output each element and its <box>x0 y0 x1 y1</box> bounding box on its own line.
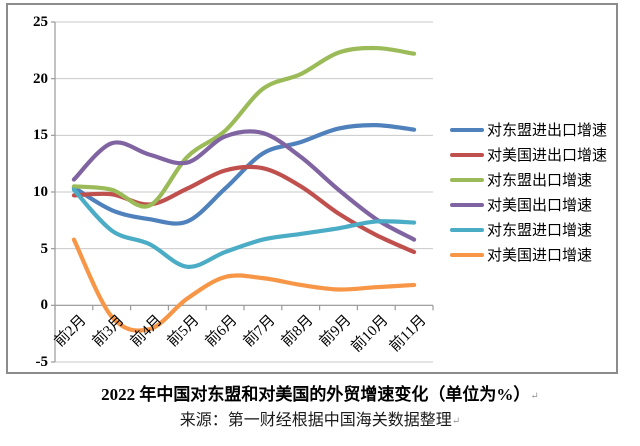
y-tick-label: 25 <box>33 14 48 30</box>
legend-item-0: 对东盟进出口增速 <box>450 117 607 142</box>
y-tick-label: -5 <box>35 354 49 370</box>
y-tick-label: 20 <box>33 70 48 87</box>
y-tick-label: 0 <box>40 297 49 314</box>
paragraph-mark: ↵ <box>530 391 539 402</box>
legend-item-4: 对东盟进口增速 <box>450 217 607 242</box>
legend-label: 对美国进出口增速 <box>487 148 608 164</box>
series-line-3 <box>71 129 417 242</box>
legend-swatch <box>450 177 484 182</box>
paragraph-mark: ↵ <box>451 416 461 427</box>
chart-source: 来源：第一财经根据中国海关数据整理↵ <box>0 411 640 432</box>
legend-label: 对东盟进出口增速 <box>487 123 608 139</box>
legend-label: 对东盟进口增速 <box>487 223 593 239</box>
legend-swatch <box>450 252 484 257</box>
series-line-2 <box>71 45 417 209</box>
chart-legend: 对东盟进出口增速 对美国进出口增速 对东盟出口增速 对美国出口增速 对东盟进口增速 对美国… <box>450 117 607 267</box>
series-line-5 <box>71 237 417 333</box>
series-line-0 <box>71 123 417 226</box>
legend-item-3: 对美国出口增速 <box>450 192 607 217</box>
series-line-4 <box>71 187 417 269</box>
legend-swatch <box>450 127 484 132</box>
legend-label: 对美国进口增速 <box>487 248 593 264</box>
legend-item-1: 对美国进出口增速 <box>450 142 607 167</box>
legend-swatch <box>450 202 484 207</box>
legend-swatch <box>450 152 484 157</box>
chart-source-text: 来源：第一财经根据中国海关数据整理 <box>179 412 452 429</box>
chart-title: 2022 年中国对东盟和对美国的外贸增速变化（单位为%）↵ <box>0 384 640 407</box>
y-tick-label: 15 <box>33 127 48 144</box>
legend-label: 对东盟出口增速 <box>487 173 593 189</box>
legend-swatch <box>450 227 484 232</box>
legend-label: 对美国出口增速 <box>487 198 593 214</box>
y-tick-label: 10 <box>33 184 48 200</box>
line-chart <box>51 21 434 363</box>
chart-title-text: 2022 年中国对东盟和对美国的外贸增速变化（单位为%） <box>101 385 531 404</box>
legend-item-2: 对东盟出口增速 <box>450 167 607 192</box>
legend-item-5: 对美国进口增速 <box>450 242 607 267</box>
y-tick-label: 5 <box>40 240 49 257</box>
